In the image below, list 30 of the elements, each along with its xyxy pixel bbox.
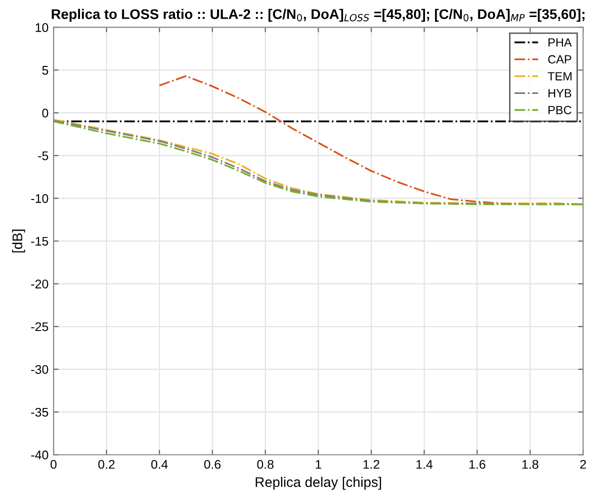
x-tick-label: 0.2 [98,460,115,469]
y-tick-label: 10 [36,23,48,32]
x-tick-label: 1 [316,460,322,469]
x-tick-label: 0.4 [151,460,168,469]
x-tick-label: 1.4 [416,460,433,469]
y-tick-label: 5 [42,66,48,75]
y-tick-label: 0 [42,108,48,118]
legend-label: TEM [548,72,572,80]
x-tick-label: 0.6 [204,460,221,469]
x-tick-label: 1.6 [469,460,486,469]
y-tick-label: -10 [31,194,48,203]
x-tick-label: 0.8 [257,460,274,469]
legend-label: CAP [548,55,572,64]
legend-label: PHA [548,38,572,47]
y-tick-label: -25 [31,322,48,332]
legend-label: HYB [548,89,572,98]
y-tick-label: -5 [38,151,48,160]
x-axis-title: Replica delay [chips] [256,476,382,490]
y-axis-title: [dB] [12,230,26,252]
x-tick-label: 0 [50,460,57,469]
y-tick-label: -35 [31,408,48,417]
y-tick-label: -20 [31,280,48,288]
y-tick-label: -30 [31,365,48,374]
x-tick-label: 2 [580,460,586,469]
x-tick-label: 1.2 [364,460,380,469]
y-tick-label: -40 [31,450,48,460]
x-tick-label: 1.8 [522,460,538,469]
chart-title: Replica to LOSS ratio :: ULA-2 :: [C/N$_{0}$, DoA]$_{LOSS}$ =[45,80]; [C/N$_{0}$, DoA]$_{MP}$ =[35,60]; [52,8,584,22]
legend-label: PBC [548,106,572,114]
y-tick-label: -15 [31,236,48,246]
